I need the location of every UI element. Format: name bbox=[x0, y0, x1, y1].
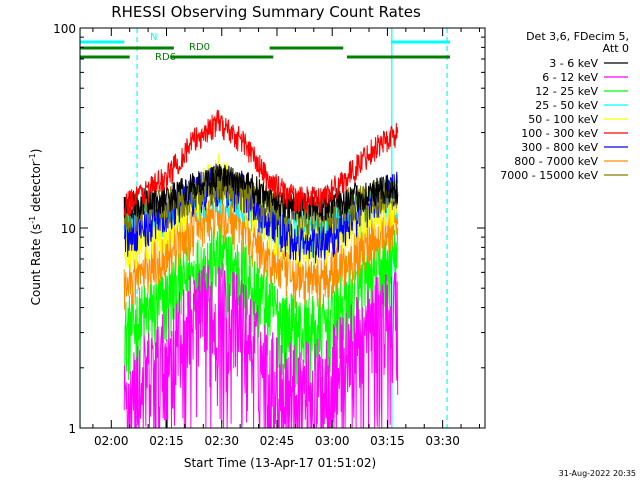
flag-bars: N RD0 RD6 bbox=[80, 32, 451, 63]
plot-area bbox=[80, 28, 448, 428]
legend-label: 800 - 7000 keV bbox=[514, 155, 598, 168]
chart-title: RHESSI Observing Summary Count Rates bbox=[111, 3, 421, 21]
flag-bar-label: RD0 bbox=[189, 42, 210, 53]
legend-header-line: Att 0 bbox=[603, 42, 629, 55]
x-tick-label: 02:45 bbox=[260, 434, 295, 448]
series-line bbox=[123, 163, 399, 222]
legend-label: 3 - 6 keV bbox=[549, 57, 598, 70]
series-line bbox=[123, 166, 399, 237]
legend-label: 50 - 100 keV bbox=[528, 113, 598, 126]
x-tick-label: 03:15 bbox=[370, 434, 405, 448]
legend-label: 300 - 800 keV bbox=[521, 141, 598, 154]
y-axis-label-part: detector bbox=[29, 161, 43, 216]
legend-label: 12 - 25 keV bbox=[535, 85, 598, 98]
x-tick-label: 02:15 bbox=[149, 434, 184, 448]
legend-label: 100 - 300 keV bbox=[521, 127, 598, 140]
x-tick-label: 03:30 bbox=[425, 434, 460, 448]
series-line bbox=[123, 109, 399, 218]
series-line bbox=[123, 224, 399, 388]
flag-bar-label: N bbox=[150, 32, 157, 43]
flag-bar-label: RD6 bbox=[155, 52, 176, 63]
y-axis-label-part: Count Rate (s bbox=[29, 224, 43, 306]
y-axis-label-part: ) bbox=[29, 149, 43, 154]
series-line bbox=[123, 192, 399, 310]
x-tick-label: 03:00 bbox=[315, 434, 350, 448]
y-axis-label: Count Rate (s-1 detector-1) bbox=[28, 149, 43, 306]
legend-label: 25 - 50 keV bbox=[535, 99, 598, 112]
x-axis-label: Start Time (13-Apr-17 01:51:02) bbox=[184, 456, 376, 470]
x-tick-label: 02:30 bbox=[204, 434, 239, 448]
series-line bbox=[123, 263, 399, 428]
legend-header-line: Det 3,6, FDecim 5, bbox=[526, 30, 629, 43]
y-axis-label-sup: -1 bbox=[28, 153, 37, 161]
y-tick-label: 10 bbox=[61, 222, 76, 236]
y-tick-label: 1 bbox=[68, 422, 76, 436]
footer-date: 31-Aug-2022 20:35 bbox=[559, 469, 636, 478]
y-tick-label: 100 bbox=[53, 22, 76, 36]
legend-label: 7000 - 15000 keV bbox=[500, 169, 598, 182]
x-tick-label: 02:00 bbox=[94, 434, 129, 448]
y-axis-label-sup: -1 bbox=[28, 216, 37, 224]
series-group bbox=[80, 28, 448, 428]
legend-label: 6 - 12 keV bbox=[542, 71, 598, 84]
axis-ticks: 02:00 02:15 02:30 02:45 03:00 03:15 03:30 1 10 10… bbox=[53, 22, 485, 448]
